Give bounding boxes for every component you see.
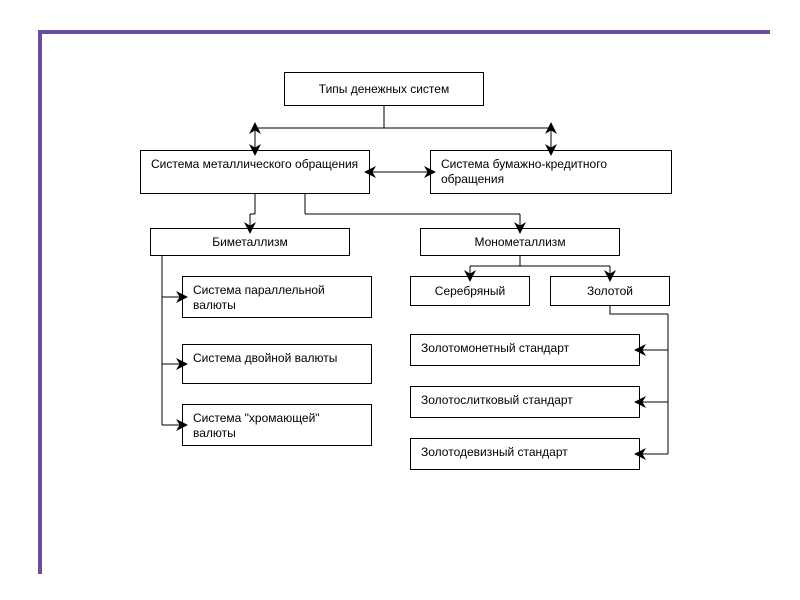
frame-left [38, 30, 42, 574]
node-bullion: Золотослитковый стандарт [410, 386, 640, 418]
node-mono: Монометаллизм [420, 228, 620, 256]
node-coin: Золотомонетный стандарт [410, 334, 640, 366]
node-double: Система двойной валюты [182, 344, 372, 384]
node-paper: Система бумажно-кредитного обращения [430, 150, 672, 194]
diagram-stage: Типы денежных систем Система металлическо… [0, 0, 800, 600]
node-bimetal: Биметаллизм [150, 228, 350, 256]
node-root: Типы денежных систем [284, 72, 484, 106]
node-silver: Серебряный [410, 276, 530, 306]
node-parallel: Система параллельной валюты [182, 276, 372, 318]
frame-top [38, 30, 770, 34]
node-metal: Система металлического обращения [140, 150, 370, 194]
node-gold: Золотой [550, 276, 670, 306]
node-limping: Система "хромающей" валюты [182, 404, 372, 446]
node-exchange: Золотодевизный стандарт [410, 438, 640, 470]
